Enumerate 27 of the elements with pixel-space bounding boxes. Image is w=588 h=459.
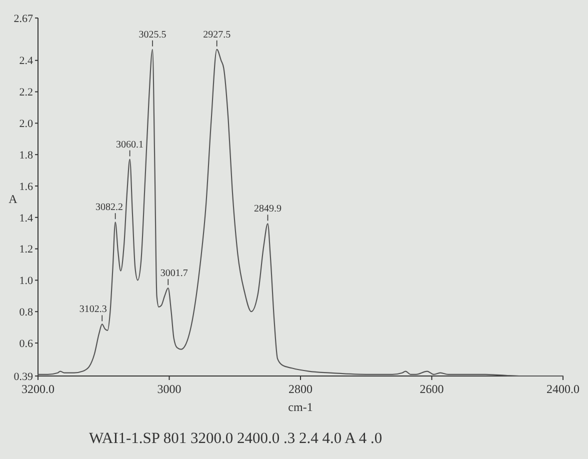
y-tick-label: 1.2 — [19, 244, 33, 256]
y-tick-label: 2.67 — [14, 12, 34, 25]
annotation: 3082.2 — [96, 202, 124, 214]
text: WAI1-1.SP 801 3200.0 2400.0 .3 2.4 4.0 A 4 .0 — [89, 430, 382, 447]
y-tick-label: 2.4 — [19, 55, 34, 68]
x-tick-label: 2400.0 — [546, 382, 580, 396]
annotation: 2849.9 — [254, 204, 282, 215]
y-tick-label: 2.0 — [19, 118, 34, 130]
y-tick-label: 1.8 — [19, 149, 34, 162]
x-tick-label: 2800 — [288, 382, 312, 396]
y-tick-label: 0.39 — [14, 370, 34, 383]
y-tick-label: 1.0 — [19, 275, 34, 288]
y-tick-label: 0.8 — [19, 306, 34, 318]
annotation: 3060.1 — [116, 139, 144, 150]
y-tick-label: 2.2 — [19, 86, 33, 99]
y-tick-label: 0.6 — [19, 338, 34, 350]
x-tick-label: 3200.0 — [22, 382, 54, 396]
x-tick-label: 3000 — [157, 382, 182, 396]
annotation: 3025.5 — [138, 29, 166, 40]
annotation: 2927.5 — [203, 29, 231, 40]
x-axis-title: cm-1 — [288, 400, 313, 414]
y-tick-label: 1.6 — [19, 180, 34, 193]
annotation: 3102.3 — [79, 304, 107, 316]
y-axis-title: A — [8, 192, 18, 206]
y-tick-label: 1.4 — [19, 212, 34, 224]
x-tick-label: 2600 — [420, 382, 444, 396]
annotation: 3001.7 — [160, 268, 188, 280]
